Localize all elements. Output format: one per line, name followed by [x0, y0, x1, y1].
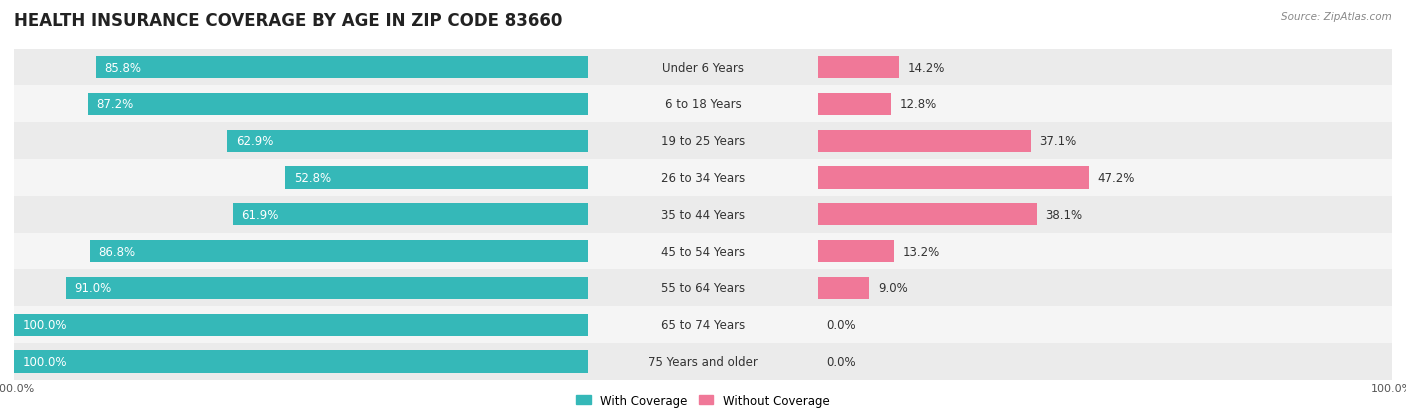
Bar — [14, 306, 588, 343]
Bar — [818, 306, 1392, 343]
Bar — [818, 240, 894, 263]
Bar — [14, 197, 588, 233]
Bar — [588, 50, 818, 86]
Bar — [588, 233, 818, 270]
Bar — [588, 160, 818, 197]
Bar — [90, 240, 588, 263]
Bar — [818, 160, 1392, 197]
Text: 100.0%: 100.0% — [22, 318, 67, 331]
Text: 6 to 18 Years: 6 to 18 Years — [665, 98, 741, 111]
Bar — [818, 50, 1392, 86]
Bar — [14, 86, 588, 123]
Bar — [588, 123, 818, 160]
Bar — [66, 277, 588, 299]
Text: 87.2%: 87.2% — [96, 98, 134, 111]
Bar — [588, 270, 818, 306]
Text: 85.8%: 85.8% — [104, 62, 141, 74]
Bar — [14, 314, 588, 336]
Bar — [818, 131, 1031, 152]
Text: 55 to 64 Years: 55 to 64 Years — [661, 282, 745, 294]
Text: 91.0%: 91.0% — [75, 282, 111, 294]
Bar — [818, 123, 1392, 160]
Text: 14.2%: 14.2% — [908, 62, 945, 74]
Bar — [14, 50, 588, 86]
Text: 65 to 74 Years: 65 to 74 Years — [661, 318, 745, 331]
Text: 0.0%: 0.0% — [827, 318, 856, 331]
Bar — [818, 343, 1392, 380]
Bar — [14, 123, 588, 160]
Bar — [14, 270, 588, 306]
Text: 47.2%: 47.2% — [1098, 171, 1135, 185]
Text: 86.8%: 86.8% — [98, 245, 135, 258]
Text: 12.8%: 12.8% — [900, 98, 938, 111]
Text: 13.2%: 13.2% — [903, 245, 939, 258]
Text: 61.9%: 61.9% — [242, 208, 278, 221]
Text: 52.8%: 52.8% — [294, 171, 330, 185]
Bar — [818, 270, 1392, 306]
Bar — [588, 197, 818, 233]
Text: 45 to 54 Years: 45 to 54 Years — [661, 245, 745, 258]
Legend: With Coverage, Without Coverage: With Coverage, Without Coverage — [572, 389, 834, 411]
Bar — [14, 160, 588, 197]
Bar — [14, 233, 588, 270]
Bar — [588, 306, 818, 343]
Text: 26 to 34 Years: 26 to 34 Years — [661, 171, 745, 185]
Bar — [14, 351, 588, 373]
Bar — [87, 94, 588, 116]
Text: 100.0%: 100.0% — [22, 355, 67, 368]
Text: Under 6 Years: Under 6 Years — [662, 62, 744, 74]
Bar — [818, 57, 900, 79]
Text: 75 Years and older: 75 Years and older — [648, 355, 758, 368]
Text: 0.0%: 0.0% — [827, 355, 856, 368]
Bar — [588, 343, 818, 380]
Text: 19 to 25 Years: 19 to 25 Years — [661, 135, 745, 148]
Text: Source: ZipAtlas.com: Source: ZipAtlas.com — [1281, 12, 1392, 22]
Bar — [96, 57, 588, 79]
Bar — [818, 233, 1392, 270]
Bar — [588, 86, 818, 123]
Bar — [818, 167, 1088, 189]
Bar — [818, 94, 891, 116]
Bar — [818, 86, 1392, 123]
Bar — [285, 167, 588, 189]
Text: 35 to 44 Years: 35 to 44 Years — [661, 208, 745, 221]
Bar — [818, 277, 869, 299]
Text: 9.0%: 9.0% — [879, 282, 908, 294]
Bar — [818, 197, 1392, 233]
Bar — [14, 343, 588, 380]
Bar — [818, 204, 1036, 226]
Text: 37.1%: 37.1% — [1039, 135, 1077, 148]
Bar — [226, 131, 588, 152]
Text: HEALTH INSURANCE COVERAGE BY AGE IN ZIP CODE 83660: HEALTH INSURANCE COVERAGE BY AGE IN ZIP … — [14, 12, 562, 30]
Text: 62.9%: 62.9% — [236, 135, 273, 148]
Text: 38.1%: 38.1% — [1045, 208, 1083, 221]
Bar — [233, 204, 588, 226]
